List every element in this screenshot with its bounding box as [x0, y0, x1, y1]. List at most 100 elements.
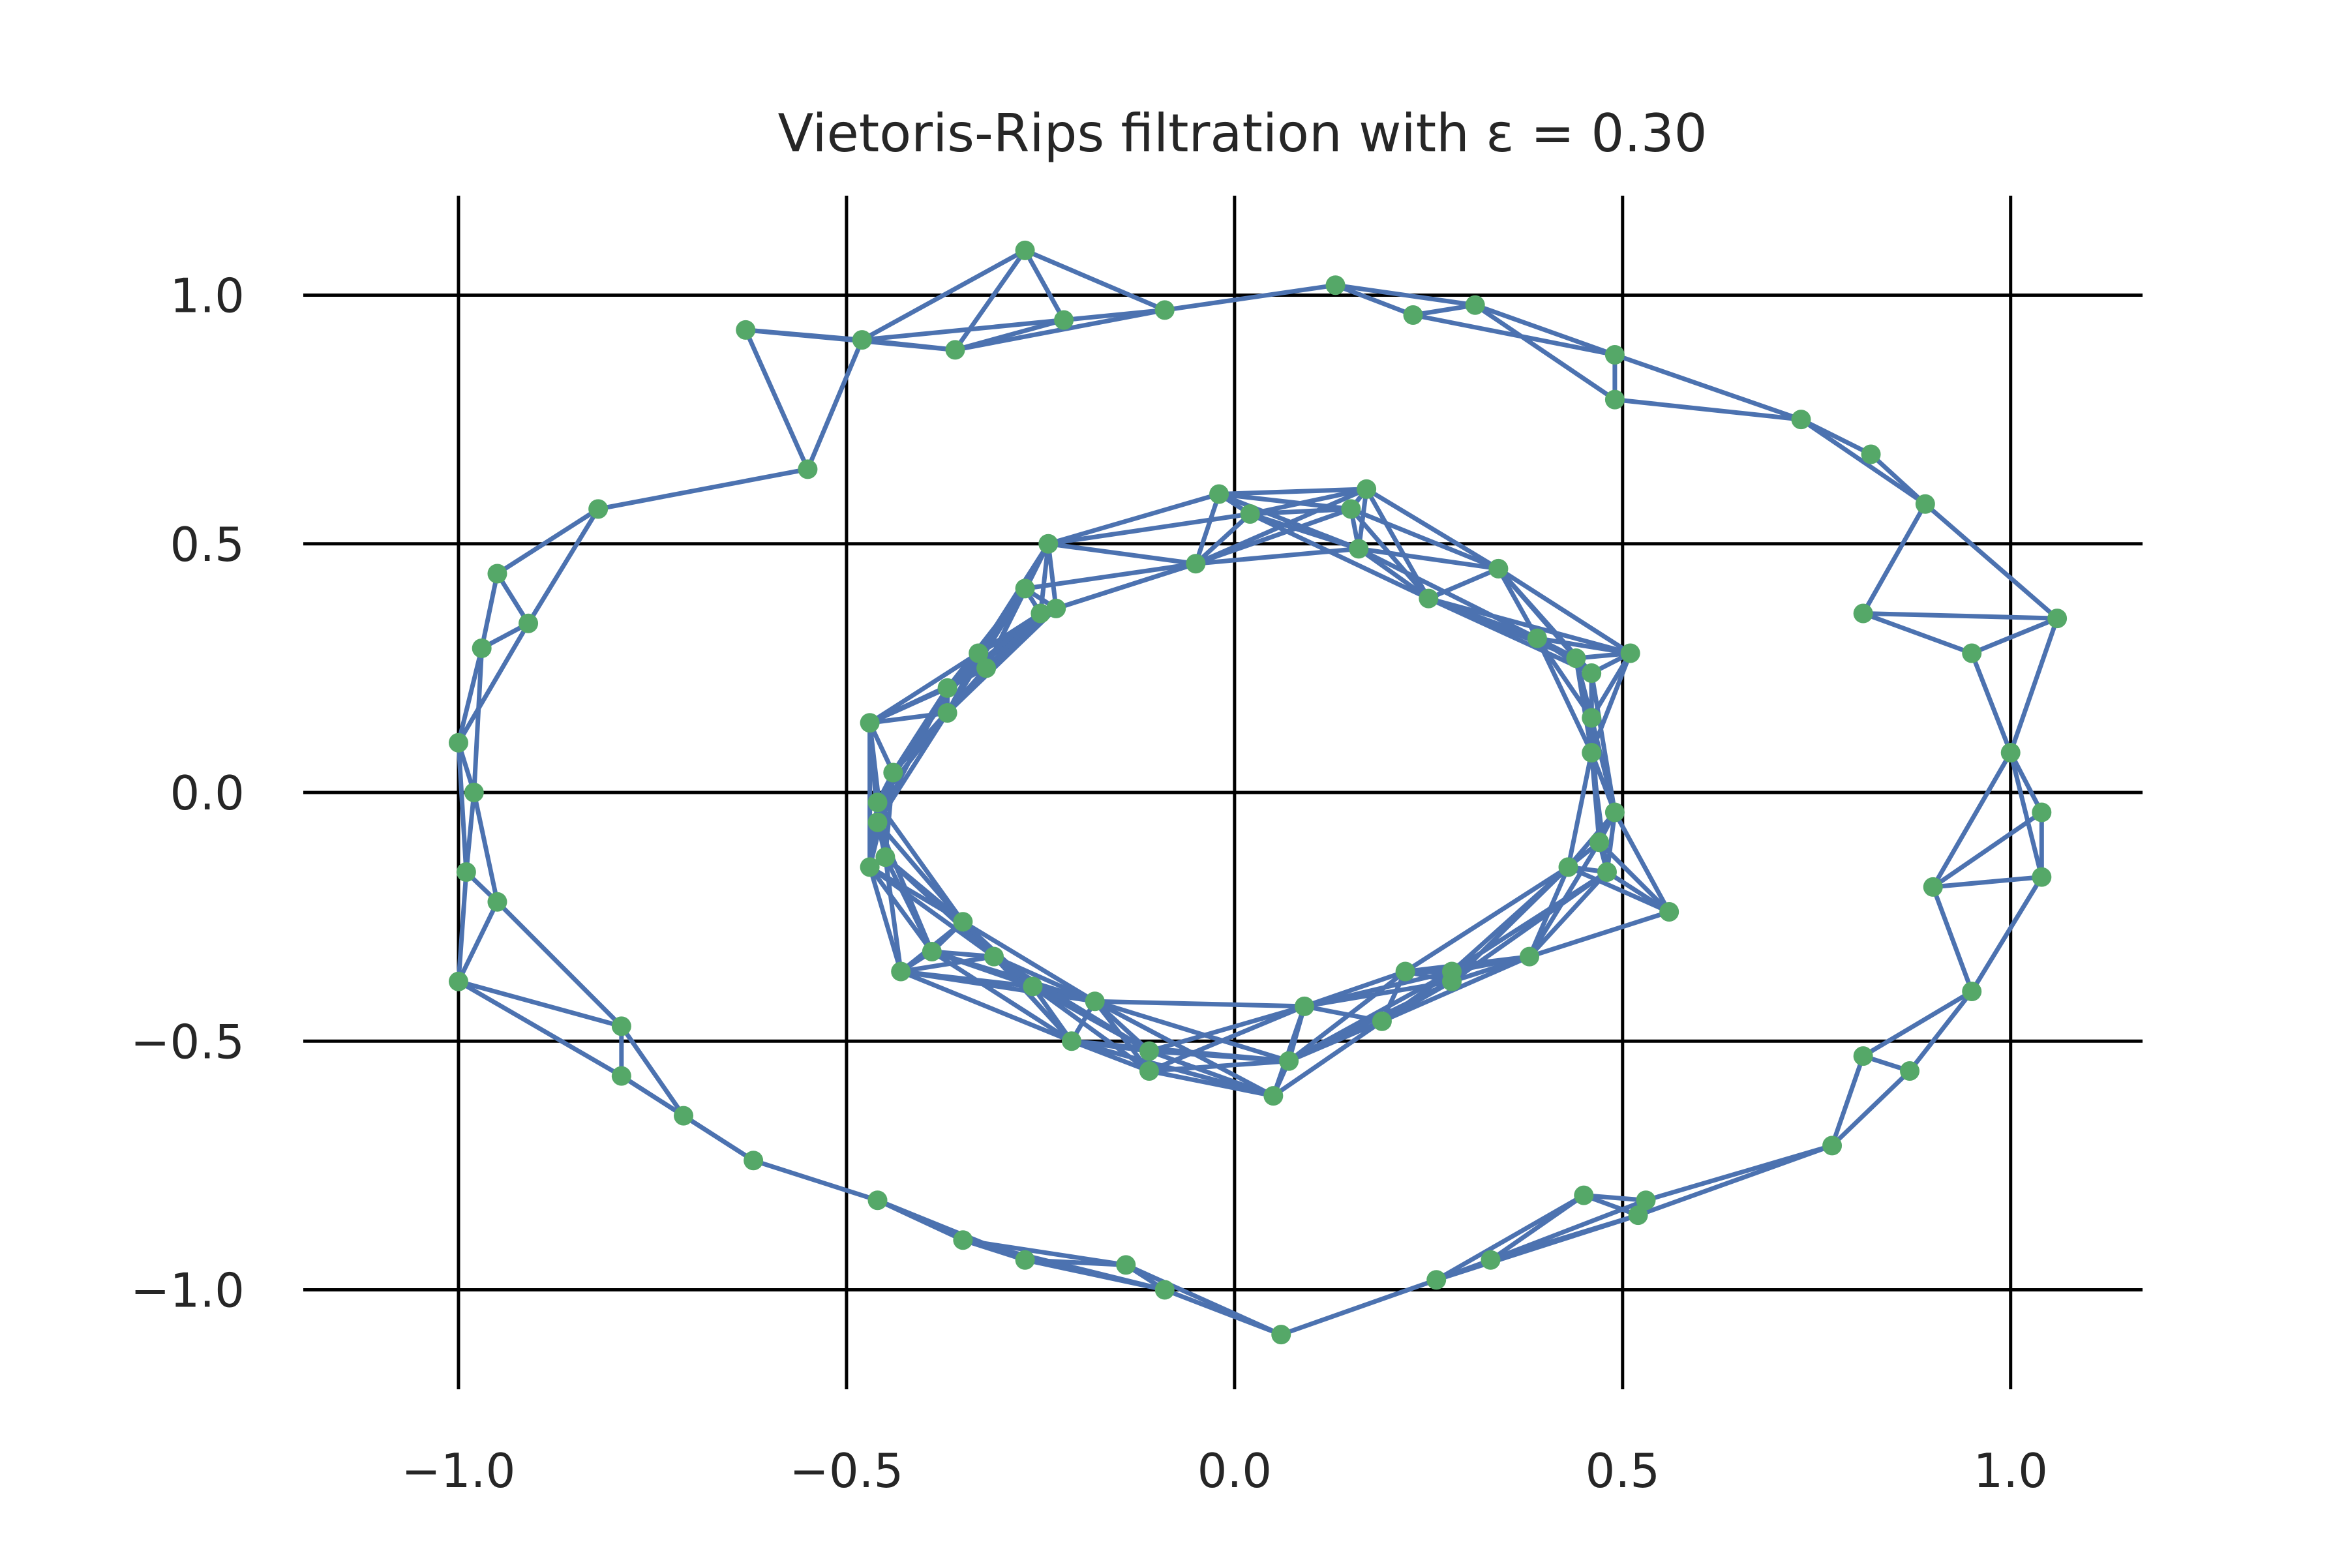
data-point: [1085, 991, 1105, 1012]
edge: [945, 665, 989, 716]
edge: [1092, 999, 1291, 1064]
data-point: [1597, 862, 1617, 882]
edge: [898, 954, 997, 974]
edge: [984, 611, 1043, 671]
edge: [1092, 999, 1152, 1074]
data-point: [1349, 539, 1369, 559]
edge: [1023, 248, 1167, 312]
data-point: [1325, 275, 1346, 295]
data-point: [953, 912, 973, 932]
edge: [1496, 566, 1540, 641]
data-point: [2000, 743, 2021, 762]
data-point: [860, 857, 880, 877]
data-point: [1395, 961, 1415, 982]
data-point: [1604, 345, 1625, 365]
data-point: [875, 847, 896, 867]
edge: [867, 864, 903, 974]
edge: [1527, 909, 1672, 959]
data-point: [2032, 802, 2052, 822]
data-point: [1054, 310, 1074, 330]
edge: [1162, 1288, 1284, 1337]
data-point: [1341, 499, 1361, 519]
edge: [1565, 750, 1594, 869]
edge: [1278, 1277, 1439, 1337]
edge: [960, 1237, 1128, 1267]
data-point: [1061, 1031, 1081, 1051]
edge: [1829, 1053, 1866, 1148]
edge: [456, 740, 469, 875]
edge: [456, 899, 500, 984]
edge: [898, 969, 1074, 1044]
edge: [1193, 546, 1361, 566]
data-point: [464, 783, 484, 802]
data-point: [1574, 1185, 1594, 1205]
edge: [1907, 989, 1974, 1074]
data-point: [1861, 444, 1881, 464]
edge: [1426, 596, 1594, 676]
data-point: [1566, 648, 1586, 669]
edge: [743, 327, 810, 472]
y-tick-label: −0.5: [130, 1014, 245, 1069]
data-point: [867, 792, 888, 813]
edge: [1535, 636, 1633, 656]
data-point: [611, 1066, 631, 1086]
edge: [1030, 984, 1152, 1074]
edge: [867, 720, 880, 805]
edge: [1527, 864, 1571, 959]
data-point: [953, 1230, 973, 1250]
edge: [1589, 750, 1618, 815]
edge: [1038, 561, 1198, 616]
x-tick-label: −0.5: [789, 1443, 903, 1498]
data-point: [1465, 295, 1485, 315]
edge: [1861, 989, 1974, 1059]
data-point: [1263, 1086, 1284, 1106]
edge: [1931, 810, 2044, 890]
edge: [456, 621, 531, 746]
edge: [1612, 352, 1803, 422]
edge: [1565, 864, 1672, 914]
data-point: [736, 320, 756, 340]
data-point: [487, 564, 507, 584]
edge: [867, 864, 965, 924]
data-point: [1038, 534, 1059, 554]
data-point: [1582, 663, 1602, 683]
data-point: [1604, 802, 1625, 822]
edge: [1636, 1143, 1835, 1218]
data-point: [1582, 743, 1602, 762]
edge: [1931, 875, 2044, 890]
y-tick-label: 0.0: [170, 766, 245, 821]
edge: [751, 1158, 880, 1203]
edge: [1162, 282, 1338, 312]
edge: [867, 864, 935, 954]
data-point: [487, 892, 507, 912]
edge: [1023, 1258, 1167, 1292]
chart-title: Vietoris-Rips filtration with ε = 0.30: [777, 103, 1707, 164]
edge: [1092, 999, 1307, 1009]
edge: [526, 506, 601, 626]
data-point: [1900, 1061, 1920, 1081]
data-point: [1046, 598, 1066, 618]
edge: [1023, 1258, 1128, 1267]
edge: [1473, 303, 1618, 402]
data-point: [1620, 643, 1640, 663]
edge: [929, 949, 997, 959]
edge: [929, 949, 1035, 989]
data-point: [1186, 554, 1206, 574]
data-point: [448, 732, 468, 753]
data-point: [798, 459, 818, 479]
edge: [1496, 566, 1633, 656]
edge: [1403, 864, 1571, 974]
data-point: [1558, 857, 1578, 877]
edge: [1248, 506, 1353, 517]
data-point: [1015, 1250, 1035, 1270]
edge: [1861, 611, 1974, 656]
edge: [1193, 492, 1222, 566]
data-point: [1659, 902, 1679, 922]
edge: [1046, 541, 1059, 611]
edge: [929, 949, 1074, 1044]
edge: [1364, 487, 1501, 571]
edge: [1426, 566, 1501, 601]
edge: [1302, 969, 1408, 1009]
data-point: [1271, 1325, 1291, 1345]
